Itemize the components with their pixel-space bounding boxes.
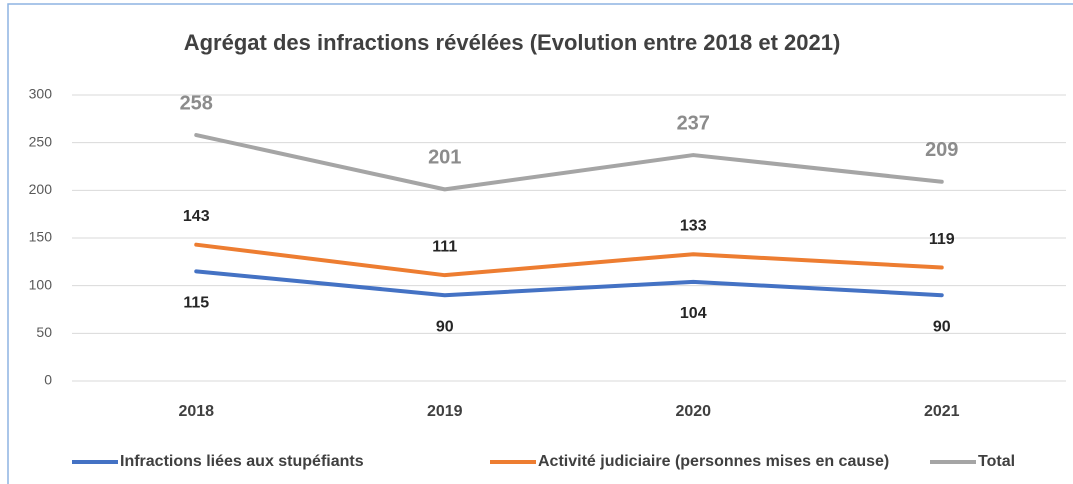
data-label: 104 [680, 305, 707, 322]
y-tick-label: 150 [29, 229, 53, 245]
data-label: 119 [929, 231, 955, 248]
legend-label: Infractions liées aux stupéfiants [120, 453, 364, 470]
legend-label: Total [978, 453, 1015, 470]
line-series [194, 242, 944, 278]
y-tick-label: 100 [29, 276, 53, 292]
data-label: 115 [183, 295, 209, 312]
x-tick-label: 2021 [924, 403, 960, 420]
data-label: 201 [428, 147, 461, 169]
y-tick-label: 0 [44, 372, 52, 388]
y-tick-label: 250 [29, 133, 53, 149]
data-label: 133 [680, 217, 707, 234]
x-tick-label: 2018 [178, 403, 214, 420]
data-label: 237 [677, 112, 710, 134]
legend-label: Activité judiciaire (personnes mises en … [538, 453, 889, 470]
data-label: 111 [432, 238, 457, 255]
x-tick-label: 2019 [427, 403, 463, 420]
data-label: 258 [180, 92, 213, 114]
y-tick-label: 300 [29, 86, 53, 102]
x-tick-label: 2020 [675, 403, 711, 420]
data-label: 90 [436, 318, 454, 335]
y-tick-label: 50 [36, 324, 52, 340]
line-series [194, 133, 944, 192]
y-tick-label: 200 [29, 181, 53, 197]
data-label: 90 [933, 318, 951, 335]
chart-title: Agrégat des infractions révélées (Evolut… [184, 30, 841, 55]
line-series [194, 269, 944, 298]
data-label: 143 [183, 208, 210, 225]
data-label: 209 [925, 139, 958, 161]
chart-frame [7, 3, 1073, 484]
